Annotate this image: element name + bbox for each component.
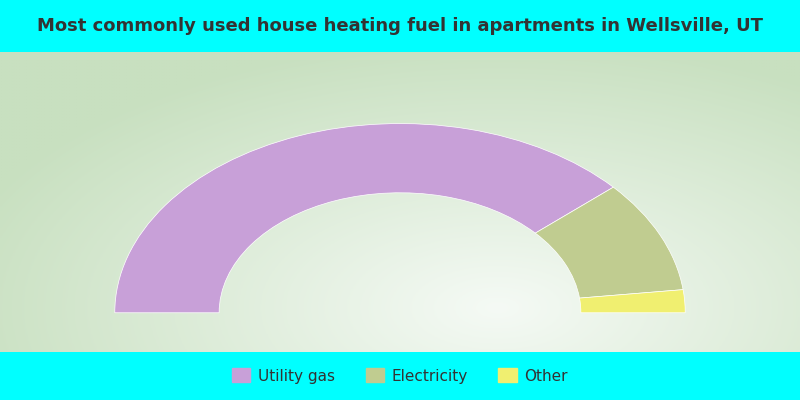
Wedge shape [579, 290, 686, 313]
Wedge shape [114, 124, 614, 313]
Legend: Utility gas, Electricity, Other: Utility gas, Electricity, Other [226, 362, 574, 390]
Text: Most commonly used house heating fuel in apartments in Wellsville, UT: Most commonly used house heating fuel in… [37, 17, 763, 35]
Wedge shape [535, 187, 683, 298]
